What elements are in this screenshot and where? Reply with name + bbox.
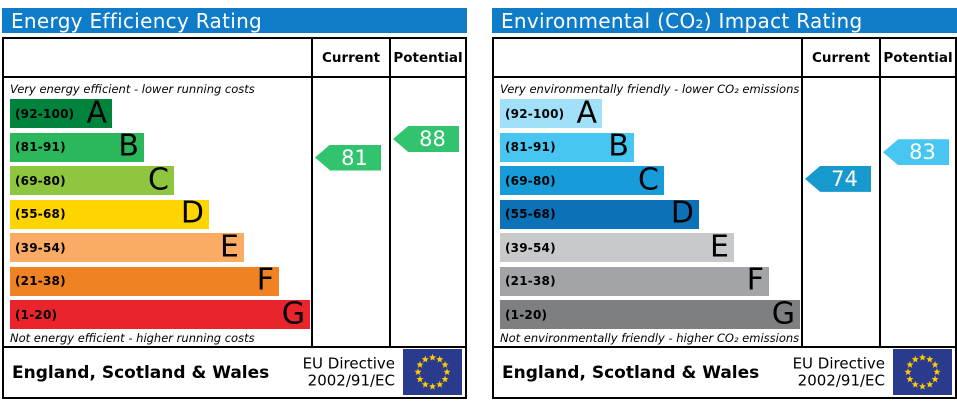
band-range-label: (92-100)	[505, 106, 565, 121]
band-letter: A	[86, 94, 107, 130]
eu-flag-icon	[403, 349, 462, 395]
energy-efficiency-title: Energy Efficiency Rating	[2, 8, 467, 33]
table-footer: England, Scotland & Wales EU Directive 2…	[494, 348, 955, 397]
eu-flag-icon	[893, 349, 952, 395]
potential-rating-arrow: 88	[393, 126, 459, 153]
eu-directive-label: EU Directive 2002/91/EC	[792, 353, 885, 390]
band-letter: B	[608, 128, 629, 164]
rating-band-c: (69-80) C	[500, 161, 664, 197]
rating-band-g: (1-20) G	[10, 295, 310, 331]
rating-band-d: (55-68) D	[10, 195, 209, 231]
band-letter: E	[710, 228, 729, 264]
band-letter: E	[220, 228, 239, 264]
footer-row-divider	[494, 346, 955, 348]
rating-band-g: (1-20) G	[500, 295, 800, 331]
band-letter: F	[746, 262, 764, 298]
current-column-header: Current	[321, 49, 381, 66]
current-rating-arrow: 74	[805, 165, 871, 192]
band-range-label: (39-54)	[15, 240, 66, 255]
rating-bands: (92-100) A (81-91) B (69-80) C (55-68) D (39-54)…	[4, 39, 465, 397]
rating-band-d: (55-68) D	[500, 195, 699, 231]
band-range-label: (21-38)	[505, 274, 556, 288]
current-column-header: Current	[811, 49, 871, 66]
band-letter: G	[281, 295, 305, 331]
potential-rating-value: 88	[419, 127, 446, 152]
rating-band-c: (69-80) C	[10, 161, 174, 197]
rating-band-e: (39-54) E	[500, 228, 734, 264]
footer-row-divider	[4, 346, 465, 348]
environmental-impact-table: Current Potential Very environmentally f…	[492, 37, 957, 399]
energy-efficiency-table: Current Potential Very energy efficient …	[2, 37, 467, 399]
band-range-label: (92-100)	[15, 106, 75, 121]
column-divider	[879, 39, 881, 348]
band-range-label: (81-91)	[15, 140, 66, 154]
band-range-label: (81-91)	[505, 140, 556, 154]
band-range-label: (21-38)	[15, 274, 66, 288]
rating-band-b: (81-91) B	[500, 128, 634, 164]
friendly-note: Very environmentally friendly - lower CO…	[500, 82, 800, 96]
environmental-impact-title: Environmental (CO₂) Impact Rating	[492, 8, 957, 33]
eu-directive-line1: EU Directive	[792, 353, 885, 372]
eu-directive-line2: 2002/91/EC	[797, 371, 885, 390]
band-range-label: (55-68)	[15, 207, 66, 221]
current-rating-arrow: 81	[315, 144, 381, 171]
rating-band-f: (21-38) F	[500, 262, 769, 298]
band-range-label: (39-54)	[505, 240, 556, 255]
rating-band-a: (92-100) A	[10, 94, 112, 130]
column-divider	[311, 39, 313, 348]
rating-band-b: (81-91) B	[10, 128, 144, 164]
rating-bands: (92-100) A (81-91) B (69-80) C (55-68) D (39-54)…	[494, 39, 955, 397]
band-range-label: (1-20)	[505, 307, 548, 322]
band-letter: B	[118, 128, 139, 164]
potential-rating-arrow: 83	[883, 139, 949, 166]
current-rating-value: 81	[341, 145, 368, 170]
header-row-divider	[494, 76, 955, 78]
potential-rating-value: 83	[909, 140, 936, 165]
column-divider	[389, 39, 391, 348]
band-letter: A	[576, 94, 597, 130]
band-letter: G	[771, 295, 795, 331]
band-letter: C	[638, 161, 659, 197]
panel-energy-efficiency: Energy Efficiency Rating Current Potenti…	[2, 8, 467, 399]
band-range-label: (69-80)	[15, 173, 66, 188]
band-letter: D	[180, 195, 204, 231]
column-divider	[801, 39, 803, 348]
eu-directive-line1: EU Directive	[302, 353, 395, 372]
band-letter: D	[670, 195, 694, 231]
band-range-label: (1-20)	[15, 307, 58, 322]
inefficient-note: Not energy efficient - higher running co…	[10, 331, 255, 345]
rating-band-e: (39-54) E	[10, 228, 244, 264]
eu-directive-line2: 2002/91/EC	[307, 371, 395, 390]
eu-directive-label: EU Directive 2002/91/EC	[302, 353, 395, 390]
band-letter: F	[256, 262, 274, 298]
potential-column-header: Potential	[393, 49, 463, 66]
rating-band-f: (21-38) F	[10, 262, 279, 298]
unfriendly-note: Not environmentally friendly - higher CO…	[500, 331, 800, 345]
band-letter: C	[148, 161, 169, 197]
efficient-note: Very energy efficient - lower running co…	[10, 82, 255, 96]
region-label: England, Scotland & Wales	[502, 362, 760, 383]
table-footer: England, Scotland & Wales EU Directive 2…	[4, 348, 465, 397]
header-row-divider	[4, 76, 465, 78]
band-range-label: (69-80)	[505, 173, 556, 188]
potential-column-header: Potential	[883, 49, 953, 66]
region-label: England, Scotland & Wales	[12, 362, 270, 383]
rating-band-a: (92-100) A	[500, 94, 602, 130]
band-range-label: (55-68)	[505, 207, 556, 221]
panel-environmental-impact: Environmental (CO₂) Impact Rating Curren…	[492, 8, 957, 399]
current-rating-value: 74	[831, 166, 858, 191]
